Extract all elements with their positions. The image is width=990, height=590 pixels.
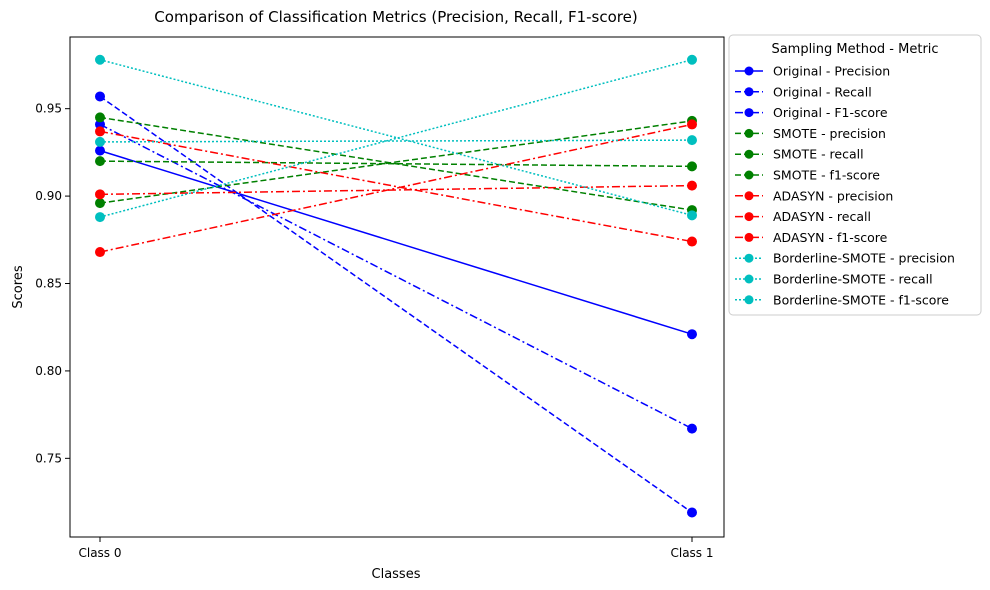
series-8-point-0 (95, 189, 105, 200)
series-7-point-0 (95, 247, 105, 258)
legend-label-5: SMOTE - f1-score (773, 168, 880, 183)
series-6-point-1 (687, 236, 697, 247)
x-axis: Class 0 Class 1 (78, 537, 714, 560)
series-8-point-1 (687, 180, 697, 191)
y-tick-label-3: 0.90 (35, 189, 62, 203)
series-11-point-1 (687, 135, 697, 146)
series-6-point-0 (95, 126, 105, 137)
chart-title: Comparison of Classification Metrics (Pr… (154, 8, 637, 26)
series-line-2 (99, 123, 693, 430)
legend-label-6: ADASYN - precision (773, 188, 893, 203)
x-tick-label-0: Class 0 (78, 546, 121, 560)
legend-marker-10 (744, 274, 754, 284)
series-11-point-0 (95, 136, 105, 147)
legend-marker-1 (744, 87, 754, 97)
legend-label-0: Original - Precision (773, 64, 890, 79)
x-tick-label-1: Class 1 (670, 546, 713, 560)
legend-entry-10: Borderline-SMOTE - recall (735, 272, 933, 287)
legend-label-10: Borderline-SMOTE - recall (773, 272, 933, 287)
legend-label-4: SMOTE - recall (773, 147, 864, 162)
legend-label-9: Borderline-SMOTE - precision (773, 251, 955, 266)
legend-marker-8 (744, 232, 754, 242)
series-line-8 (99, 184, 693, 196)
series-0-point-0 (95, 145, 105, 156)
series-10-point-0 (95, 54, 105, 65)
series-9 (95, 54, 697, 223)
legend-label-11: Borderline-SMOTE - f1-score (773, 292, 949, 307)
legend-label-1: Original - Recall (773, 84, 872, 99)
legend-marker-3 (744, 128, 754, 138)
series-1-point-0 (95, 91, 105, 102)
series-11 (95, 135, 697, 147)
legend-entry-0: Original - Precision (735, 64, 890, 79)
series-7-point-1 (687, 119, 697, 130)
series-5 (95, 156, 697, 172)
legend-marker-7 (744, 212, 754, 222)
legend-marker-5 (744, 170, 754, 180)
legend-label-8: ADASYN - f1-score (773, 230, 888, 245)
legend-label-2: Original - F1-score (773, 105, 888, 120)
y-tick-label-0: 0.75 (35, 451, 62, 465)
legend-entry-6: ADASYN - precision (735, 188, 893, 203)
legend: Sampling Method - Metric Original - Prec… (728, 34, 982, 316)
series-0 (95, 145, 697, 340)
legend-frame (728, 34, 982, 316)
legend-entry-4: SMOTE - recall (735, 147, 864, 162)
series-6 (95, 126, 697, 247)
series-layer (95, 54, 697, 518)
series-5-point-1 (687, 161, 697, 172)
legend-entry-7: ADASYN - recall (735, 209, 871, 224)
series-line-3 (99, 116, 693, 211)
y-axis: 0.75 0.80 0.85 0.90 0.95 (35, 102, 70, 465)
legend-marker-9 (744, 253, 754, 263)
plot-area (70, 37, 724, 537)
plot-frame (69, 36, 725, 538)
legend-entry-2: Original - F1-score (735, 105, 888, 120)
series-3-point-0 (95, 112, 105, 123)
series-0-point-1 (687, 329, 697, 340)
y-tick-label-4: 0.95 (35, 102, 62, 116)
series-1 (95, 91, 697, 518)
legend-entry-3: SMOTE - precision (735, 126, 886, 141)
series-line-4 (99, 120, 693, 204)
series-10-point-1 (687, 210, 697, 221)
legend-entry-1: Original - Recall (735, 84, 872, 99)
series-7 (95, 119, 697, 258)
legend-entry-9: Borderline-SMOTE - precision (735, 251, 955, 266)
legend-label-3: SMOTE - precision (773, 126, 886, 141)
y-tick-label-2: 0.85 (35, 277, 62, 291)
legend-marker-4 (744, 149, 754, 159)
legend-entry-11: Borderline-SMOTE - f1-score (735, 292, 949, 307)
series-line-7 (99, 123, 693, 253)
series-2-point-1 (687, 423, 697, 434)
y-axis-label: Scores (11, 265, 26, 308)
legend-marker-6 (744, 191, 754, 201)
legend-entry-8: ADASYN - f1-score (735, 230, 888, 245)
legend-title: Sampling Method - Metric (771, 42, 938, 57)
series-10 (95, 54, 697, 221)
series-9-point-0 (95, 212, 105, 223)
series-line-6 (99, 130, 693, 243)
y-tick-label-1: 0.80 (35, 364, 62, 378)
series-1-point-1 (687, 507, 697, 518)
series-5-point-0 (95, 156, 105, 167)
series-2 (95, 119, 697, 434)
series-line-0 (99, 149, 693, 335)
legend-entry-5: SMOTE - f1-score (735, 168, 880, 183)
series-line-1 (99, 95, 693, 514)
legend-marker-2 (744, 108, 754, 118)
series-8 (95, 180, 697, 200)
series-line-11 (99, 139, 693, 143)
x-axis-label: Classes (372, 567, 421, 582)
series-9-point-1 (687, 54, 697, 65)
legend-marker-11 (744, 295, 754, 305)
legend-label-7: ADASYN - recall (773, 209, 871, 224)
series-4-point-0 (95, 198, 105, 209)
legend-marker-0 (744, 66, 754, 76)
